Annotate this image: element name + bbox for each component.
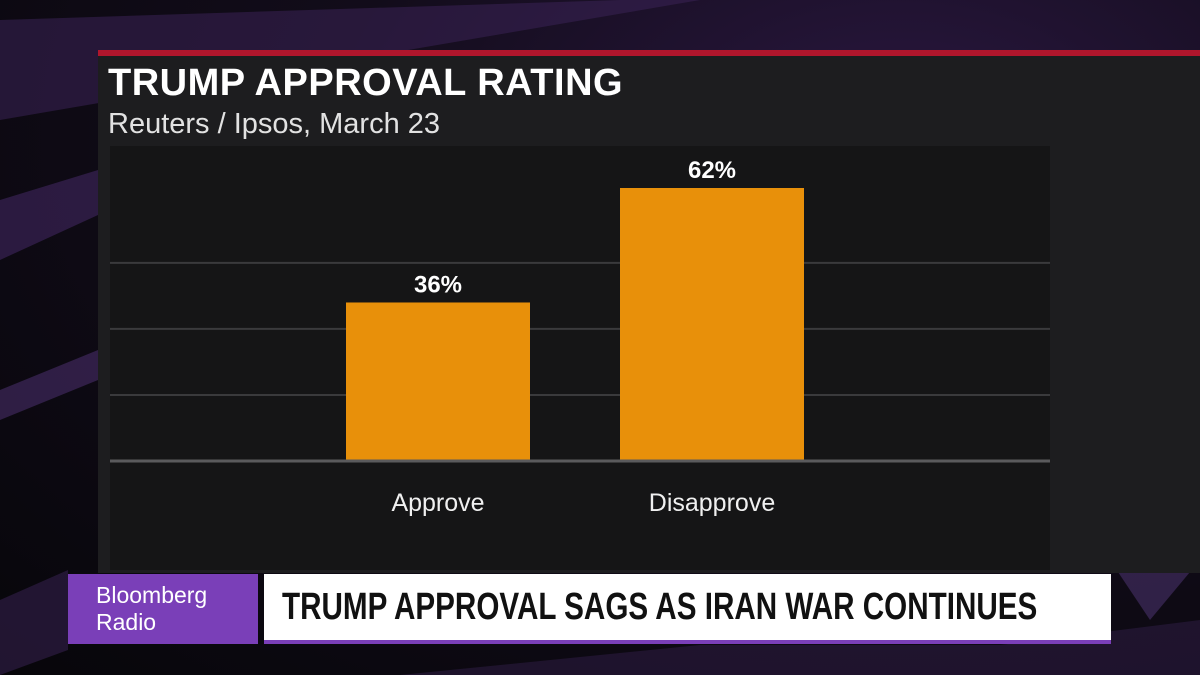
brand-line-1: Bloomberg (96, 582, 208, 608)
bar-approve (346, 302, 530, 461)
brand-line-2: Radio (96, 609, 157, 635)
category-label-approve: Approve (391, 489, 484, 517)
bar-chart: 36% Approve 62% Disapprove (110, 157, 1050, 517)
chart-title: TRUMP APPROVAL RATING (108, 62, 624, 104)
headline-banner: TRUMP APPROVAL SAGS AS IRAN WAR CONTINUE… (264, 574, 1111, 644)
data-label-approve: 36% (414, 271, 462, 298)
bloomberg-radio-logo: Bloomberg Radio (68, 574, 258, 644)
panel-accent-line (98, 50, 1200, 56)
category-label-disapprove: Disapprove (649, 489, 775, 517)
data-label-disapprove: 62% (688, 157, 736, 184)
headline-text: TRUMP APPROVAL SAGS AS IRAN WAR CONTINUE… (282, 585, 1038, 628)
chart-subtitle: Reuters / Ipsos, March 23 (108, 108, 441, 140)
chart-plot-background (110, 146, 1050, 570)
bar-disapprove (620, 188, 804, 461)
